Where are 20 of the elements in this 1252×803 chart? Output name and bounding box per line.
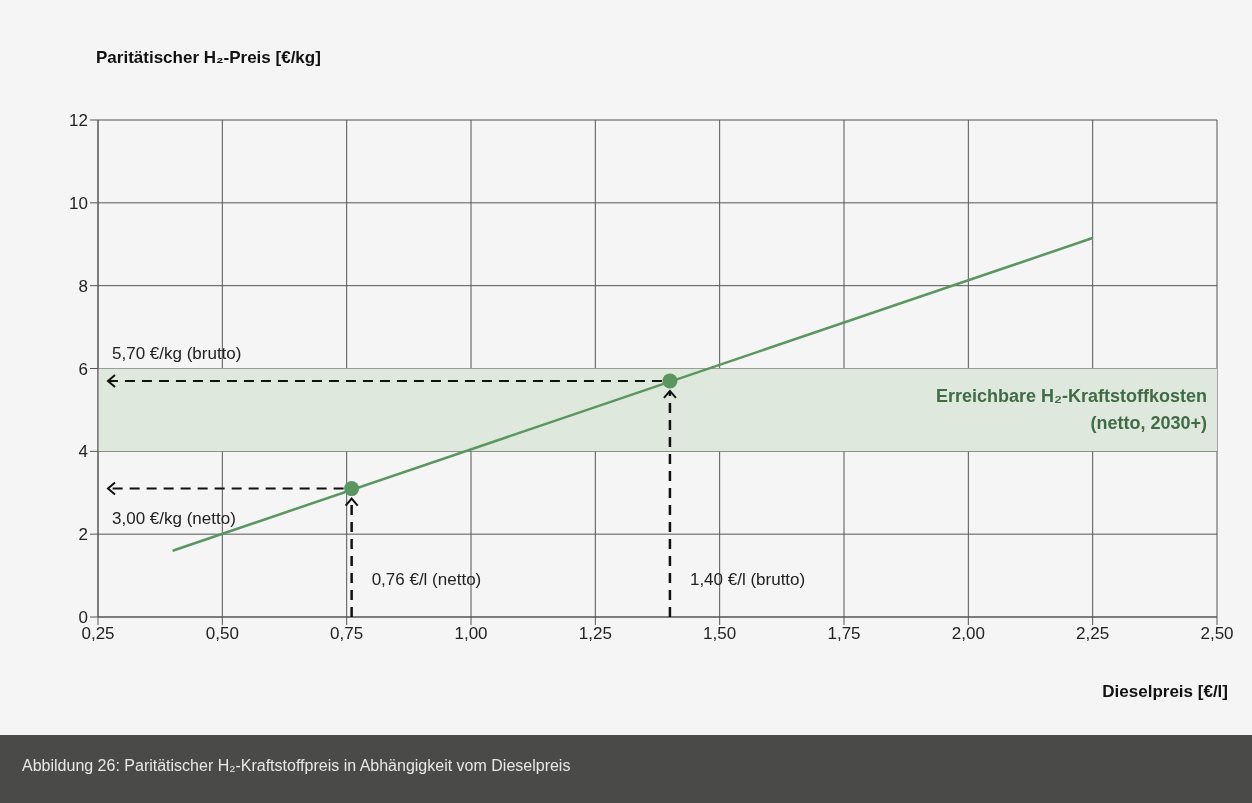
x-tick-label: 2,50 — [1200, 624, 1234, 644]
y-tick-label: 2 — [78, 525, 88, 545]
x-tick-label: 1,75 — [827, 624, 861, 644]
x-tick-label: 1,25 — [578, 624, 612, 644]
x-axis-title: Dieselpreis [€/l] — [1102, 682, 1228, 701]
annotation: 0,76 €/l (netto) — [371, 570, 482, 589]
y-tick-label: 12 — [69, 111, 88, 131]
y-tick-label: 4 — [78, 442, 88, 462]
x-tick-label: 0,50 — [205, 624, 239, 644]
y-tick-label: 10 — [69, 193, 88, 213]
x-tick-label: 0,75 — [330, 624, 364, 644]
x-tick-label: 1,50 — [703, 624, 737, 644]
x-tick-label: 2,00 — [951, 624, 985, 644]
y-tick-label: 8 — [78, 276, 88, 296]
x-tick-label: 2,25 — [1076, 624, 1110, 644]
y-tick-label: 6 — [78, 359, 88, 379]
text: Abbildung 26: Paritätischer H₂-Kraftstoffpreis in Abhängigkeit vom Dieselpreis — [22, 757, 571, 775]
y-axis-title: Paritätischer H₂-Preis [€/kg] — [96, 48, 321, 67]
band-label: Erreichbare H₂-Kraftstoffkosten (netto, 2030+) — [935, 386, 1207, 434]
x-tick-label: 1,00 — [454, 624, 488, 644]
